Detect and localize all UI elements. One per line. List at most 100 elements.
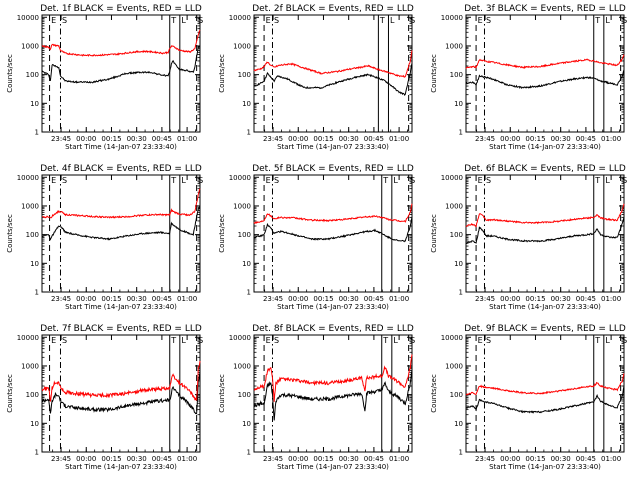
x-axis-label: Start Time (14-Jan-07 23:33:40)	[277, 463, 389, 471]
x-tick-label: 01:00	[601, 135, 621, 143]
x-axis-label: Start Time (14-Jan-07 23:33:40)	[489, 143, 601, 151]
panel-title: Det. 8f BLACK = Events, RED = LLD	[252, 324, 414, 334]
marker-label: E	[478, 16, 483, 25]
marker-label: S	[274, 176, 279, 185]
x-axis-label: Start Time (14-Jan-07 23:33:40)	[489, 303, 601, 311]
y-tick-label: 1000	[445, 202, 463, 210]
x-axis-label: Start Time (14-Jan-07 23:33:40)	[65, 463, 177, 471]
plot-frame	[253, 334, 413, 453]
y-tick-label: 10000	[17, 334, 39, 342]
marker-label: T	[379, 16, 385, 25]
marker-label: E	[478, 176, 483, 185]
x-tick-label: 23:45	[51, 295, 71, 303]
series-line-events	[41, 205, 201, 241]
marker-label: T	[594, 16, 600, 25]
y-tick-label: 10000	[441, 334, 463, 342]
x-tick-label: 00:45	[364, 455, 384, 463]
x-tick-label: 00:30	[127, 295, 147, 303]
marker-label: L	[393, 336, 398, 345]
x-tick-label: 01:00	[389, 295, 409, 303]
y-tick-label: 10	[454, 260, 463, 268]
series-line-events	[253, 217, 413, 243]
x-tick-label: 23:45	[475, 295, 495, 303]
y-tick-label: 100	[26, 391, 39, 399]
x-tick-label: 00:30	[339, 135, 359, 143]
marker-label: S	[62, 176, 67, 185]
y-tick-label: 10000	[229, 14, 251, 22]
marker-label: S	[198, 176, 203, 185]
marker-label: E	[51, 16, 56, 25]
x-tick-label: 00:30	[339, 295, 359, 303]
marker-label: L	[605, 16, 610, 25]
x-tick-label: 00:00	[288, 455, 308, 463]
marker-label: L	[393, 176, 398, 185]
x-tick-label: 00:45	[576, 295, 596, 303]
x-tick-label: 00:30	[127, 135, 147, 143]
x-tick-label: 00:00	[500, 135, 520, 143]
x-tick-label: 01:00	[177, 295, 197, 303]
y-tick-label: 1	[35, 449, 39, 457]
y-axis-label: Counts/sec	[430, 54, 438, 93]
y-tick-label: 1	[35, 129, 39, 137]
x-tick-label: 00:30	[339, 455, 359, 463]
plot-frame	[465, 14, 625, 133]
series-line-events	[253, 63, 413, 97]
panel-title: Det. 6f BLACK = Events, RED = LLD	[464, 164, 626, 174]
y-tick-label: 1	[247, 129, 251, 137]
marker-label: L	[181, 176, 186, 185]
panel-title: Det. 1f BLACK = Events, RED = LLD	[40, 4, 202, 14]
marker-label: S	[486, 176, 491, 185]
y-tick-label: 100	[450, 71, 463, 79]
series-line-events	[465, 385, 625, 414]
marker-label: E	[266, 16, 271, 25]
y-axis-label: Counts/sec	[218, 214, 226, 253]
x-tick-label: 00:15	[313, 135, 333, 143]
x-axis-label: Start Time (14-Jan-07 23:33:40)	[65, 303, 177, 311]
y-tick-label: 1	[459, 289, 463, 297]
marker-label: S	[622, 16, 627, 25]
y-tick-label: 100	[26, 231, 39, 239]
panel-title: Det. 7f BLACK = Events, RED = LLD	[40, 324, 202, 334]
marker-label: S	[198, 16, 203, 25]
y-tick-label: 1000	[445, 42, 463, 50]
x-tick-label: 00:00	[76, 135, 96, 143]
marker-label: S	[410, 16, 415, 25]
y-tick-label: 10	[242, 260, 251, 268]
marker-label: T	[594, 176, 600, 185]
x-tick-label: 00:30	[127, 455, 147, 463]
panel-det-2: Det. 2f BLACK = Events, RED = LLD 1 10 100 1…	[218, 4, 415, 151]
y-tick-label: 1000	[233, 42, 251, 50]
y-axis-label: Counts/sec	[430, 374, 438, 413]
series-line-lld	[465, 54, 625, 70]
x-axis-label: Start Time (14-Jan-07 23:33:40)	[489, 463, 601, 471]
x-tick-label: 23:45	[51, 455, 71, 463]
x-tick-label: 00:45	[576, 455, 596, 463]
marker-label: L	[181, 336, 186, 345]
marker-label: L	[605, 336, 610, 345]
series-line-lld	[465, 203, 625, 228]
marker-label: S	[622, 336, 627, 345]
y-tick-label: 1	[247, 449, 251, 457]
plot-frame	[41, 174, 201, 293]
marker-label: S	[274, 16, 279, 25]
series-line-events	[41, 372, 201, 415]
marker-label: S	[486, 16, 491, 25]
panel-det-4: Det. 4f BLACK = Events, RED = LLD 1 10 100 1…	[6, 164, 203, 311]
y-tick-label: 10	[30, 100, 39, 108]
y-axis-label: Counts/sec	[6, 214, 14, 253]
y-tick-label: 1000	[233, 362, 251, 370]
plot-frame	[253, 174, 413, 293]
y-tick-label: 100	[238, 391, 251, 399]
marker-label: T	[382, 176, 388, 185]
y-tick-label: 10000	[229, 334, 251, 342]
x-tick-label: 00:15	[313, 455, 333, 463]
x-tick-label: 00:15	[525, 295, 545, 303]
series-line-lld	[41, 30, 201, 57]
y-tick-label: 10	[30, 260, 39, 268]
series-line-events	[465, 217, 625, 245]
series-line-events	[465, 69, 625, 90]
marker-label: T	[594, 336, 600, 345]
marker-label: S	[410, 176, 415, 185]
